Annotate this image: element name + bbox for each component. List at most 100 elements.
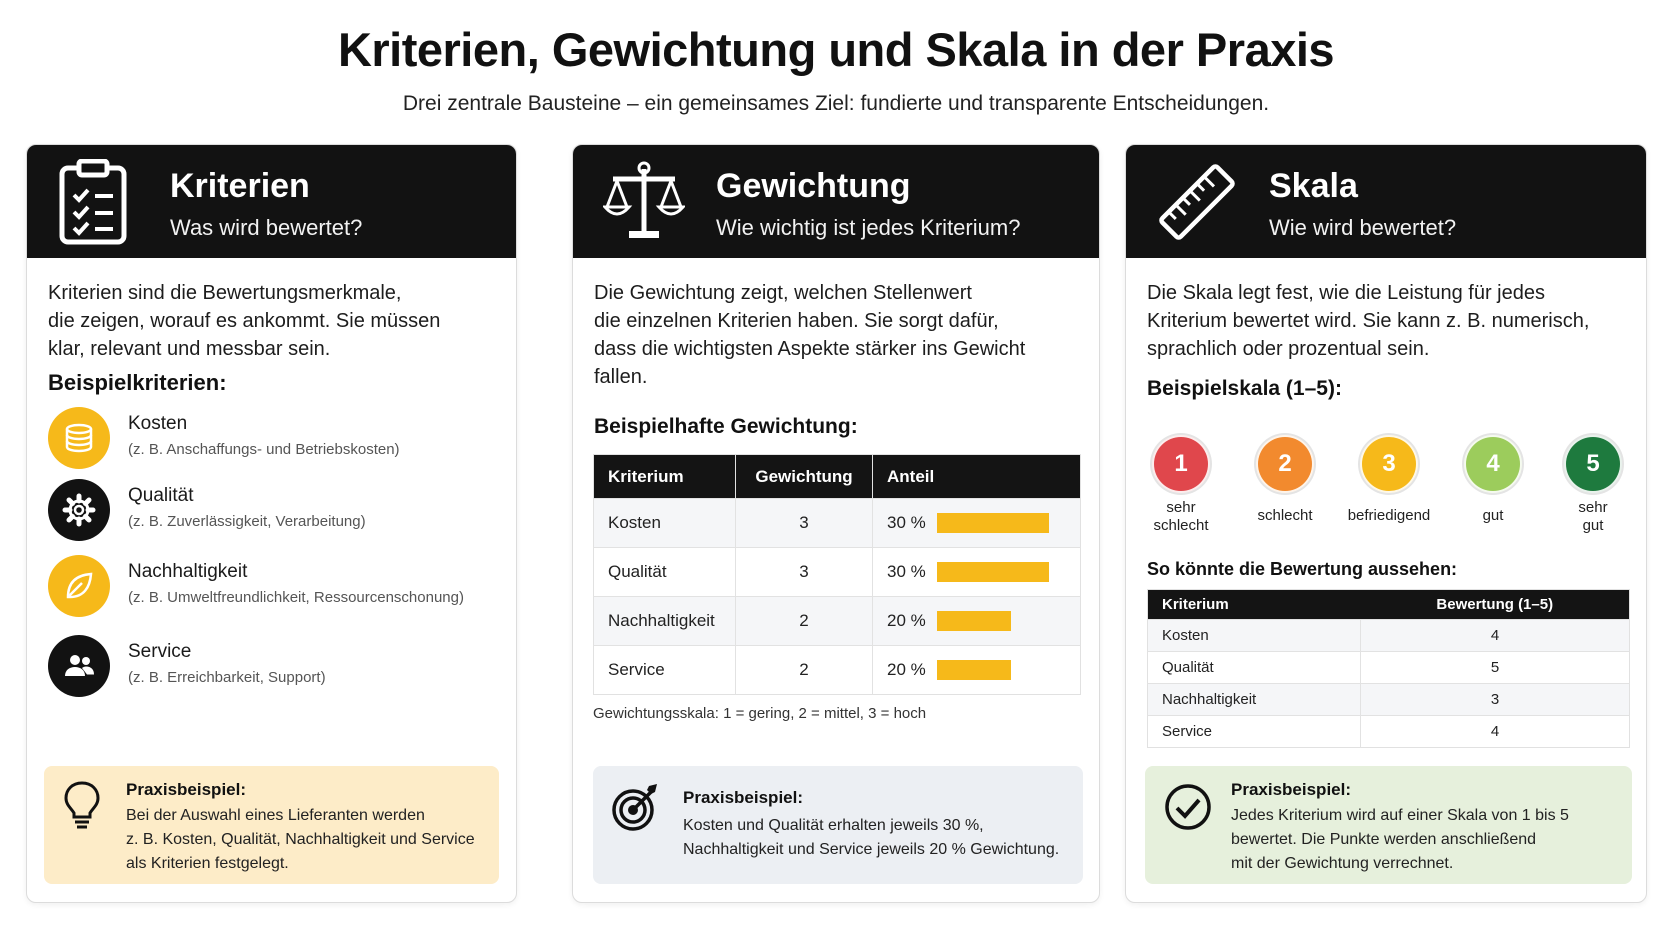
tip-text: Jedes Kriterium wird auf einer Skala von… xyxy=(1231,804,1569,876)
scale-label: schlecht xyxy=(1230,507,1340,525)
tip-title: Praxisbeispiel: xyxy=(1231,780,1352,799)
cell-criterion: Service xyxy=(593,645,736,695)
scale-item: 2 schlecht xyxy=(1230,435,1340,525)
table-header: Kriterium xyxy=(1147,589,1361,620)
rating-title: So könnte die Bewertung aussehen: xyxy=(1147,559,1458,579)
section-title: Beispielskala (1–5): xyxy=(1147,377,1342,400)
intro-line: klar, relevant und messbar sein. xyxy=(48,338,331,360)
criterion-desc: (z. B. Umweltfreundlichkeit, Ressourcens… xyxy=(128,589,464,606)
section-title: Beispielkriterien: xyxy=(48,370,227,395)
cell-weight: 3 xyxy=(735,498,873,548)
card-title: Kriterien xyxy=(170,167,310,205)
scale-dot: 5 xyxy=(1564,435,1622,493)
tip-line: bewertet. Die Punkte werden anschließend xyxy=(1231,831,1537,848)
share-bar xyxy=(937,660,1012,680)
intro-line: fallen. xyxy=(594,366,648,388)
cell-criterion: Qualität xyxy=(1147,651,1361,684)
intro-line: dass die wichtigsten Aspekte stärker ins… xyxy=(594,338,1026,360)
cell-rating: 4 xyxy=(1360,715,1630,748)
intro-line: Die Gewichtung zeigt, welchen Stellenwer… xyxy=(594,282,972,304)
cell-rating: 3 xyxy=(1360,683,1630,716)
tip-text: Kosten und Qualität erhalten jeweils 30 … xyxy=(683,814,1059,862)
scale-label: gut xyxy=(1438,507,1548,525)
table-row: Nachhaltigkeit 2 20 % xyxy=(593,596,1081,646)
lightbulb-icon xyxy=(64,781,100,829)
share-bar xyxy=(937,513,1049,533)
card-header: Gewichtung Wie wichtig ist jedes Kriteri… xyxy=(573,145,1099,258)
criterion-item: Nachhaltigkeit (z. B. Umweltfreundlichke… xyxy=(48,555,516,621)
share-label: 30 % xyxy=(887,562,926,581)
table-row: Kosten 4 xyxy=(1147,619,1630,652)
scale-item: 1 sehr schlecht xyxy=(1126,435,1236,535)
scale-label: befriedigend xyxy=(1334,507,1444,525)
card-gewichtung: Gewichtung Wie wichtig ist jedes Kriteri… xyxy=(572,144,1100,903)
share-label: 20 % xyxy=(887,660,926,679)
cell-share: 20 % xyxy=(872,596,1081,646)
tip-title: Praxisbeispiel: xyxy=(126,780,247,799)
cell-criterion: Qualität xyxy=(593,547,736,597)
scale-dot: 4 xyxy=(1464,435,1522,493)
share-label: 30 % xyxy=(887,513,926,532)
rating-table: Kriterium Bewertung (1–5) Kosten 4 Quali… xyxy=(1147,589,1630,748)
weighting-scale-note: Gewichtungsskala: 1 = gering, 2 = mittel… xyxy=(593,705,927,722)
criterion-desc: (z. B. Zuverlässigkeit, Verarbeitung) xyxy=(128,513,366,530)
intro-line: sprachlich oder prozentual sein. xyxy=(1147,338,1430,360)
cell-share: 20 % xyxy=(872,645,1081,695)
cell-share: 30 % xyxy=(872,547,1081,597)
intro-line: die einzelnen Kriterien haben. Sie sorgt… xyxy=(594,310,999,332)
card-intro: Kriterien sind die Bewertungsmerkmale, d… xyxy=(48,279,440,363)
tip-line: mit der Gewichtung verrechnet. xyxy=(1231,855,1454,872)
intro-line: die zeigen, worauf es ankommt. Sie müsse… xyxy=(48,310,441,332)
tip-box: Praxisbeispiel: Bei der Auswahl eines Li… xyxy=(44,766,499,884)
card-header: Skala Wie wird bewertet? xyxy=(1126,145,1646,258)
criterion-name: Kosten xyxy=(128,413,188,434)
share-bar xyxy=(937,611,1012,631)
criterion-desc: (z. B. Anschaffungs- und Betriebskosten) xyxy=(128,441,400,458)
criterion-item: Qualität (z. B. Zuverlässigkeit, Verarbe… xyxy=(48,479,516,545)
cell-rating: 4 xyxy=(1360,619,1630,652)
balance-scale-icon xyxy=(603,161,685,238)
scale-dot: 2 xyxy=(1256,435,1314,493)
tip-box: Praxisbeispiel: Kosten und Qualität erha… xyxy=(593,766,1083,884)
criterion-item: Kosten (z. B. Anschaffungs- und Betriebs… xyxy=(48,407,516,473)
tip-line: Bei der Auswahl eines Lieferanten werden xyxy=(126,807,425,824)
cell-weight: 2 xyxy=(735,596,873,646)
tip-line: als Kriterien festgelegt. xyxy=(126,855,289,872)
card-skala: Skala Wie wird bewertet? Die Skala legt … xyxy=(1125,144,1647,903)
people-icon xyxy=(48,635,110,697)
cell-share: 30 % xyxy=(872,498,1081,548)
card-intro: Die Gewichtung zeigt, welchen Stellenwer… xyxy=(594,279,1025,391)
scale-item: 3 befriedigend xyxy=(1334,435,1444,525)
cell-weight: 2 xyxy=(735,645,873,695)
criterion-name: Qualität xyxy=(128,485,194,506)
card-intro: Die Skala legt fest, wie die Leistung fü… xyxy=(1147,279,1589,363)
table-row: Qualität 3 30 % xyxy=(593,547,1081,597)
scale-label-line: gut xyxy=(1482,507,1504,524)
criterion-item: Service (z. B. Erreichbarkeit, Support) xyxy=(48,635,516,701)
cell-criterion: Nachhaltigkeit xyxy=(593,596,736,646)
table-row: Nachhaltigkeit 3 xyxy=(1147,683,1630,716)
clipboard-checklist-icon xyxy=(59,159,127,245)
intro-line: Kriterium bewertet wird. Sie kann z. B. … xyxy=(1147,310,1590,332)
criterion-name: Service xyxy=(128,641,192,662)
cell-weight: 3 xyxy=(735,547,873,597)
scale-label-line: schlecht xyxy=(1153,517,1209,534)
scale-item: 5 sehr gut xyxy=(1538,435,1646,535)
card-subtitle: Wie wichtig ist jedes Kriterium? xyxy=(716,215,1021,240)
table-header: Kriterium xyxy=(593,454,736,499)
gear-icon xyxy=(48,479,110,541)
cell-criterion: Kosten xyxy=(593,498,736,548)
tip-line: Kosten und Qualität erhalten jeweils 30 … xyxy=(683,817,984,834)
scale-label-line: sehr xyxy=(1578,499,1608,516)
share-label: 20 % xyxy=(887,611,926,630)
criterion-desc: (z. B. Erreichbarkeit, Support) xyxy=(128,669,326,686)
tip-text: Bei der Auswahl eines Lieferanten werden… xyxy=(126,804,475,876)
scale-label-line: befriedigend xyxy=(1347,507,1431,524)
table-header-row: Kriterium Bewertung (1–5) xyxy=(1147,589,1630,620)
table-row: Qualität 5 xyxy=(1147,651,1630,684)
card-header: Kriterien Was wird bewertet? xyxy=(27,145,516,258)
scale-dot: 1 xyxy=(1152,435,1210,493)
scale-label: sehr gut xyxy=(1538,499,1646,535)
tip-line: Nachhaltigkeit und Service jeweils 20 % … xyxy=(683,841,1060,858)
card-title: Gewichtung xyxy=(716,167,911,205)
